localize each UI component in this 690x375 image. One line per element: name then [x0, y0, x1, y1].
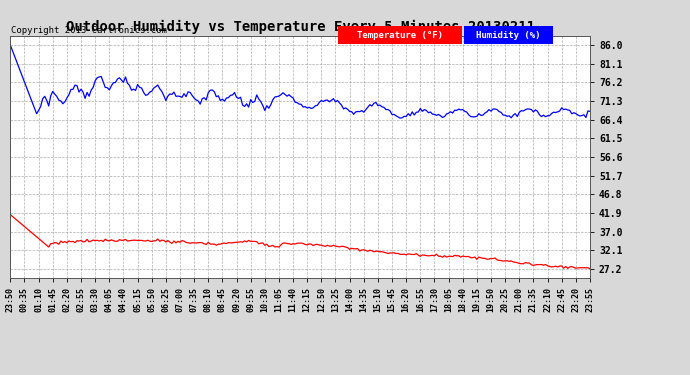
Title: Outdoor Humidity vs Temperature Every 5 Minutes 20130211: Outdoor Humidity vs Temperature Every 5 … [66, 20, 535, 34]
Text: Temperature (°F): Temperature (°F) [357, 30, 443, 39]
FancyBboxPatch shape [464, 26, 553, 44]
Text: Humidity (%): Humidity (%) [476, 30, 541, 39]
Text: Copyright 2013 Cartronics.com: Copyright 2013 Cartronics.com [11, 26, 167, 35]
FancyBboxPatch shape [338, 26, 462, 44]
